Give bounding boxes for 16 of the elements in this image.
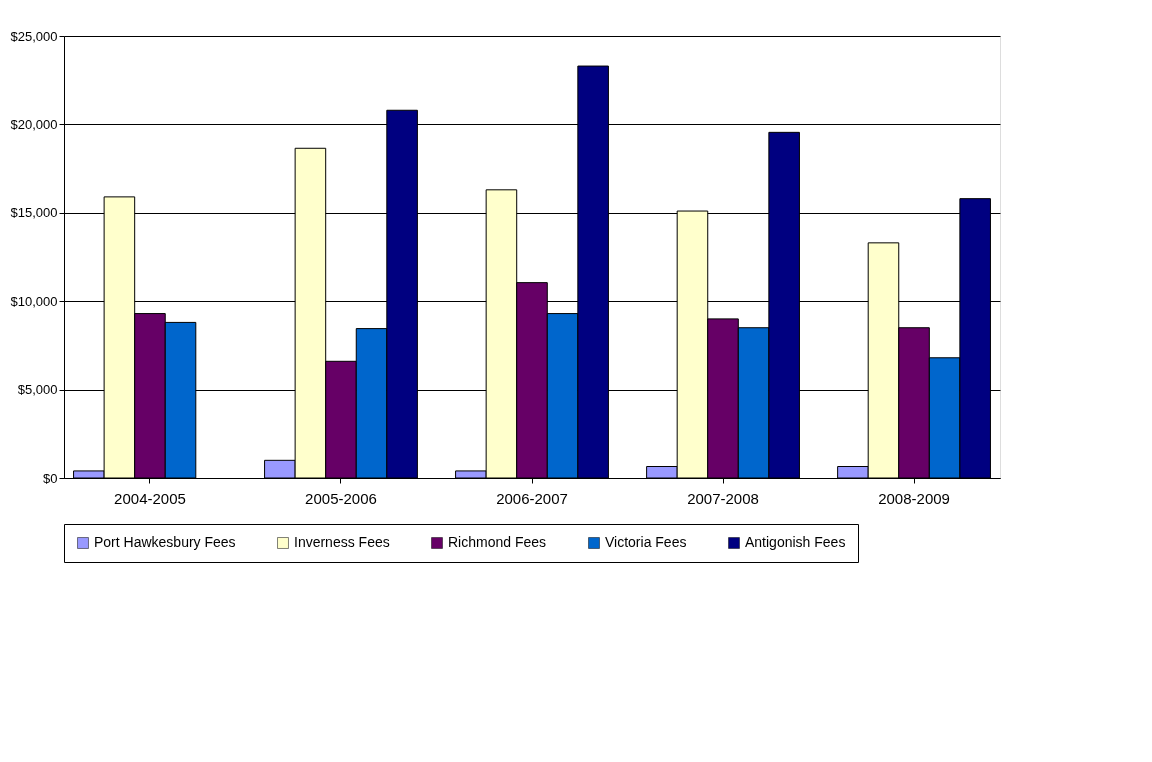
x-tick-label: 2006-2007 bbox=[496, 489, 568, 507]
y-tick-label: $15,000 bbox=[10, 205, 58, 221]
legend-label: Inverness Fees bbox=[294, 534, 390, 550]
x-tick-label: 2005-2006 bbox=[305, 489, 377, 507]
y-tick-label: $25,000 bbox=[10, 28, 58, 44]
legend-label: Richmond Fees bbox=[448, 534, 547, 550]
legend-label: Victoria Fees bbox=[605, 534, 687, 550]
y-tick-label: $5,000 bbox=[17, 382, 58, 398]
x-tick-label: 2007-2008 bbox=[687, 489, 759, 507]
y-tick-label: $0 bbox=[43, 470, 58, 486]
x-tick-label: 2008-2009 bbox=[878, 489, 950, 507]
legend-label: Port Hawkesbury Fees bbox=[94, 534, 236, 550]
legend-label: Antigonish Fees bbox=[745, 534, 846, 550]
x-tick-label: 2004-2005 bbox=[114, 489, 186, 507]
y-tick-label: $10,000 bbox=[10, 293, 58, 309]
y-tick-label: $20,000 bbox=[10, 116, 58, 132]
